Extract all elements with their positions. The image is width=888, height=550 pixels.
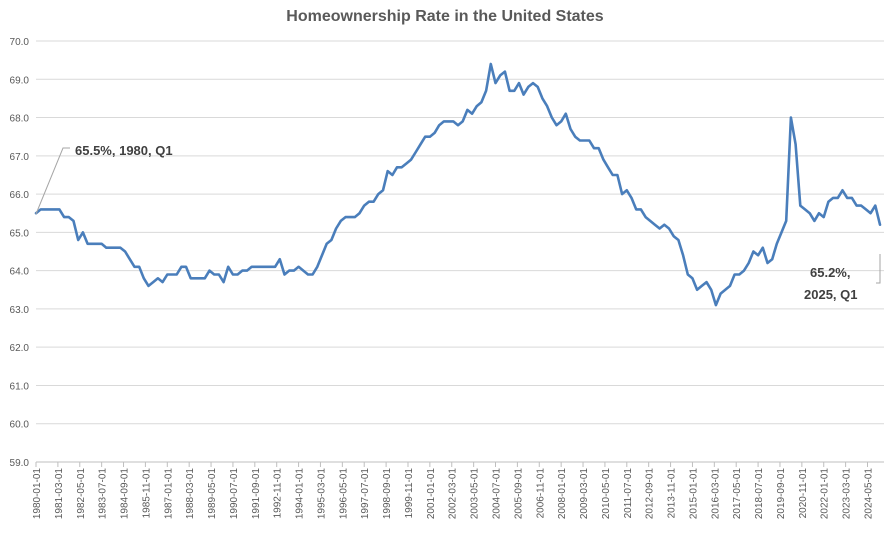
x-tick-label: 1994-01-01	[295, 468, 306, 520]
x-tick-label: 1981-03-01	[54, 468, 65, 520]
x-tick-label: 1980-01-01	[32, 468, 43, 520]
x-tick-label: 1996-05-01	[338, 468, 349, 520]
x-tick-label: 2012-09-01	[645, 468, 656, 520]
x-tick-label: 2015-01-01	[688, 468, 699, 520]
x-tick-label: 1997-07-01	[360, 468, 371, 520]
x-tick-label: 2002-03-01	[448, 468, 459, 520]
x-tick-label: 2013-11-01	[667, 468, 678, 519]
y-tick-label: 68.0	[10, 114, 30, 125]
x-tick-label: 2008-01-01	[557, 468, 568, 520]
x-tick-label: 1998-09-01	[382, 468, 393, 520]
y-tick-label: 62.0	[10, 343, 30, 354]
y-tick-label: 60.0	[10, 420, 30, 431]
x-tick-label: 1992-11-01	[273, 468, 284, 519]
series-layer	[36, 64, 880, 305]
y-tick-label: 65.0	[10, 228, 30, 239]
chart-title: Homeownership Rate in the United States	[286, 8, 603, 25]
annotations: 65.5%, 1980, Q1 65.2%, 2025, Q1	[36, 143, 880, 302]
x-tick-label: 1982-05-01	[76, 468, 87, 520]
annotation-start: 65.5%, 1980, Q1	[75, 143, 173, 158]
x-tick-label: 2024-05-01	[863, 468, 874, 520]
x-tick-label: 1987-01-01	[163, 468, 174, 520]
x-tick-label: 2005-09-01	[513, 468, 524, 520]
x-tick-label: 2020-11-01	[798, 468, 809, 519]
x-tick-label: 1991-09-01	[251, 468, 262, 520]
x-tick-label: 2023-03-01	[842, 468, 853, 520]
x-tick-label: 2006-11-01	[535, 468, 546, 519]
x-tick-label: 2017-05-01	[732, 468, 743, 520]
y-tick-label: 66.0	[10, 190, 30, 201]
y-tick-label: 70.0	[10, 37, 30, 48]
x-tick-label: 1989-05-01	[207, 468, 218, 520]
x-tick-label: 2004-07-01	[492, 468, 503, 520]
annotation-leader-start	[36, 148, 70, 214]
x-tick-label: 1983-07-01	[98, 468, 109, 520]
x-tick-label: 2009-03-01	[579, 468, 590, 520]
gridlines	[36, 41, 884, 462]
x-tick-label: 1988-03-01	[185, 468, 196, 520]
x-tick-label: 1999-11-01	[404, 468, 415, 519]
x-tick-label: 2022-01-01	[820, 468, 831, 520]
y-tick-label: 67.0	[10, 152, 30, 163]
y-tick-label: 63.0	[10, 305, 30, 316]
y-tick-label: 69.0	[10, 75, 30, 86]
series-line-homeownership-rate	[36, 64, 880, 305]
y-tick-label: 61.0	[10, 381, 30, 392]
x-tick-label: 1984-09-01	[120, 468, 131, 520]
y-tick-label: 59.0	[10, 458, 30, 469]
x-tick-label: 2003-05-01	[470, 468, 481, 520]
y-tick-label: 64.0	[10, 267, 30, 278]
x-tick-label: 2016-03-01	[710, 468, 721, 520]
x-tick-label: 1995-03-01	[316, 468, 327, 520]
y-axis-tick-labels: 59.0 60.0 61.0 62.0 63.0 64.0 65.0 66.0 67.0 68.0…	[10, 37, 30, 469]
annotation-end-line1: 65.2%,	[810, 265, 850, 280]
x-tick-label: 1990-07-01	[229, 468, 240, 520]
x-tick-label: 1985-11-01	[141, 468, 152, 519]
x-tick-label: 2001-01-01	[426, 468, 437, 520]
x-tick-label: 2018-07-01	[754, 468, 765, 520]
x-tick-label: 2011-07-01	[623, 468, 634, 519]
annotation-end-line2: 2025, Q1	[804, 287, 858, 302]
x-tick-label: 2019-09-01	[776, 468, 787, 520]
x-tick-label: 2010-05-01	[601, 468, 612, 520]
annotation-leader-end	[876, 254, 880, 283]
x-axis: 1980-01-01 1981-03-01 1982-05-01 1983-07-01…	[32, 462, 884, 519]
